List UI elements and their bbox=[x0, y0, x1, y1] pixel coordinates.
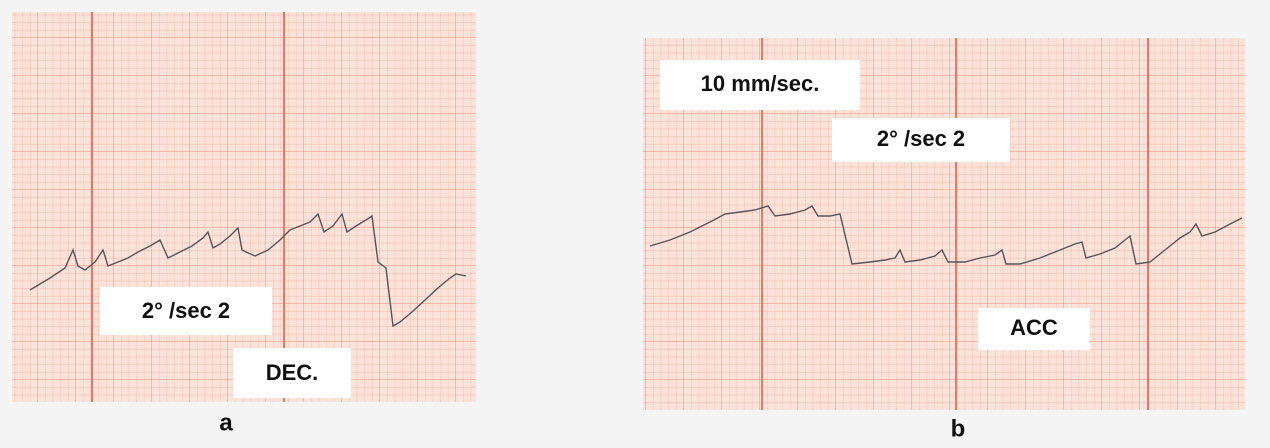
panel-caption: a bbox=[219, 409, 233, 436]
panel-b: 10 mm/sec. 2° /sec 2 ACC b bbox=[643, 38, 1245, 442]
panel-label: 2° /sec 2 bbox=[877, 126, 965, 151]
panel-label: 2° /sec 2 bbox=[142, 298, 230, 323]
panel-label: DEC. bbox=[266, 360, 319, 385]
panel-a: 2° /sec 2 DEC. a bbox=[12, 12, 476, 436]
figure: 2° /sec 2 DEC. a 10 mm/sec. 2° /sec 2 AC… bbox=[0, 0, 1270, 448]
panel-label: ACC bbox=[1010, 315, 1058, 340]
panel-caption: b bbox=[951, 415, 966, 442]
panel-label: 10 mm/sec. bbox=[701, 71, 820, 96]
grid bbox=[12, 12, 476, 402]
